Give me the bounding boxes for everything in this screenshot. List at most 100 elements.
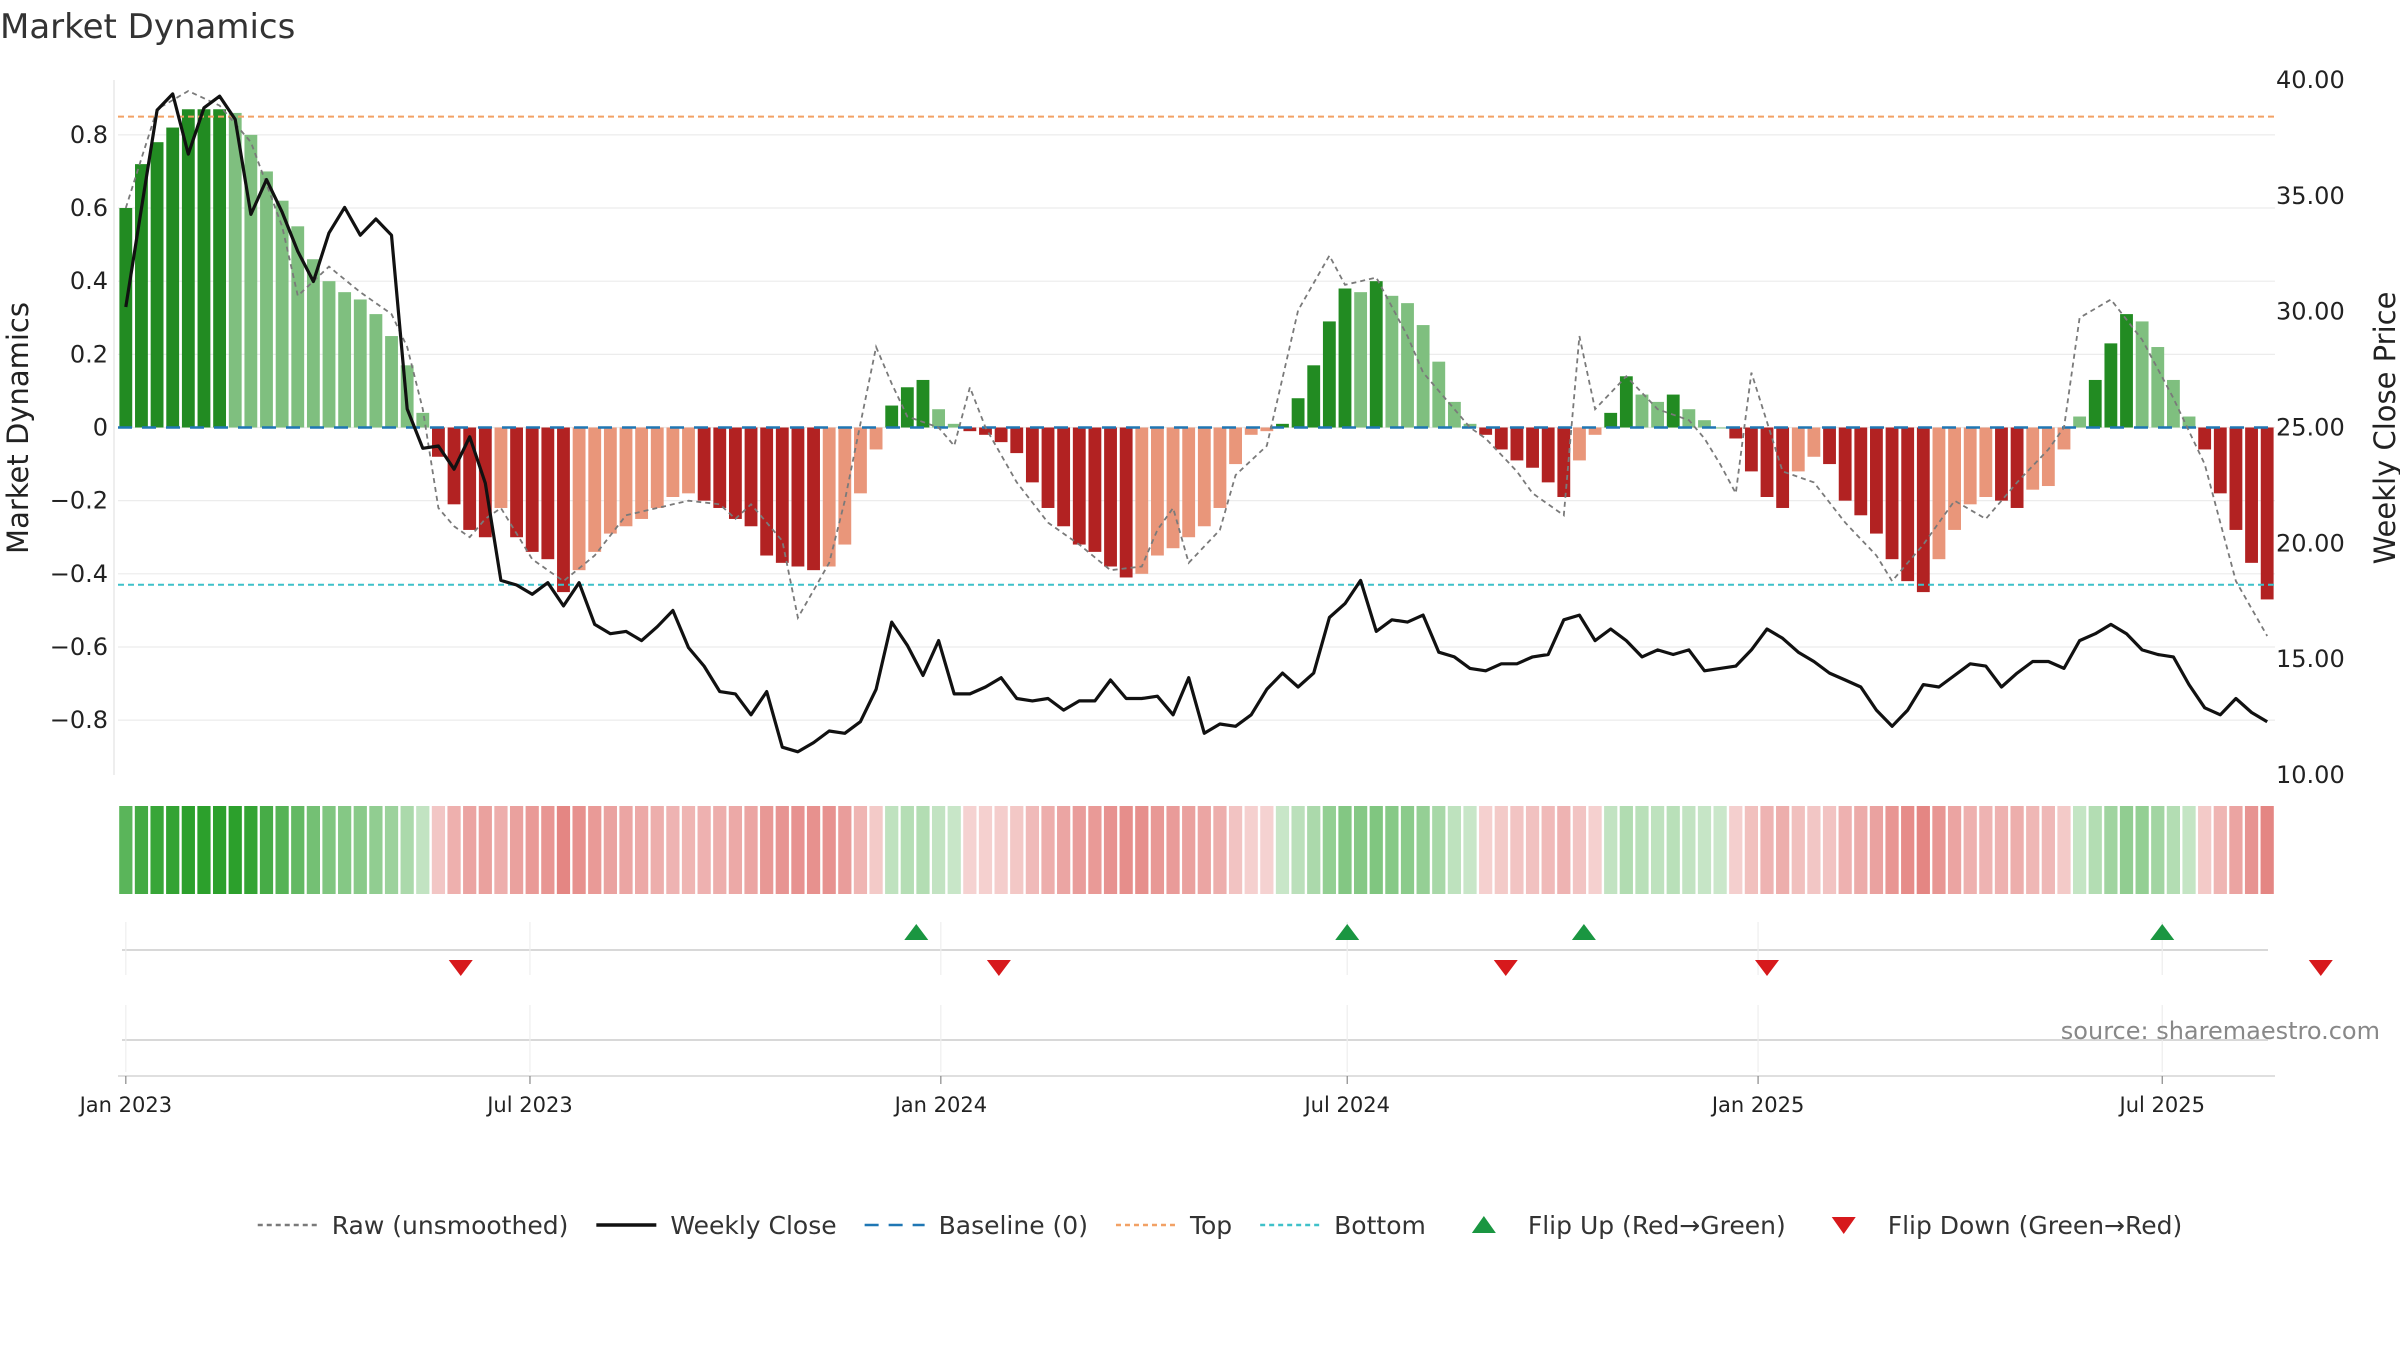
- band-cell: [556, 806, 571, 894]
- dynamics-bar: [150, 142, 164, 428]
- dynamics-bar: [744, 427, 758, 527]
- dynamics-bar: [228, 112, 242, 428]
- band-cell: [2198, 806, 2212, 894]
- dynamics-bar: [338, 292, 352, 428]
- band-cell: [197, 806, 211, 894]
- x-tick-label: Jul 2025: [2118, 1093, 2205, 1117]
- band-cell: [838, 806, 852, 894]
- dynamics-bar: [854, 427, 867, 494]
- dynamics-bar: [1291, 398, 1305, 428]
- band-cell: [869, 806, 883, 894]
- dynamics-bar: [1651, 401, 1665, 428]
- dynamics-bar: [635, 427, 649, 519]
- dynamics-bar: [1322, 321, 1336, 428]
- dynamics-bar: [1072, 427, 1086, 545]
- band-cell: [1885, 806, 1899, 894]
- dynamics-bar: [197, 109, 211, 428]
- band-cell: [1916, 806, 1930, 894]
- dynamics-bar: [369, 314, 383, 428]
- source-note: source: sharemaestro.com: [2061, 1017, 2380, 1045]
- dynamics-bar: [1213, 427, 1227, 508]
- y-axis-left: 0.8 0.6 0.4 0.2 0 −0.2 −0.4 −0.6 −0.8: [50, 121, 108, 734]
- dynamics-bar: [213, 109, 227, 428]
- y-tick-label: 0.4: [70, 267, 108, 295]
- band-cell: [2213, 806, 2227, 894]
- flip-down-marker: [1493, 960, 1518, 976]
- dynamics-bar: [1995, 427, 2008, 501]
- dynamics-bar: [1025, 427, 1039, 483]
- band-cell: [931, 806, 946, 894]
- band-cell: [588, 806, 602, 894]
- dynamics-bar: [1823, 427, 1836, 465]
- band-cell: [212, 806, 227, 894]
- band-cell: [1525, 806, 1540, 894]
- dynamics-bar: [1963, 427, 1977, 505]
- y2-tick-label: 25.00: [2276, 414, 2345, 442]
- dynamics-bar: [1666, 394, 1680, 428]
- dynamics-bar: [2135, 321, 2149, 428]
- dynamics-bar: [1057, 427, 1071, 527]
- band-cell: [916, 806, 930, 894]
- band-cell: [713, 806, 727, 894]
- band-cell: [134, 806, 149, 894]
- dynamics-bar: [1588, 427, 1602, 435]
- x-tick-label: Jan 2024: [893, 1093, 988, 1117]
- band-cell: [2041, 806, 2055, 894]
- band-cell: [338, 806, 352, 894]
- band-cell: [1650, 806, 1665, 894]
- band-cell: [1228, 806, 1243, 894]
- dynamics-bar: [775, 427, 789, 563]
- dynamics-bar: [1885, 427, 1899, 560]
- band-cell: [259, 806, 274, 894]
- dynamics-bar: [1276, 423, 1289, 428]
- band-cell: [1307, 806, 1321, 894]
- band-cell: [291, 806, 305, 894]
- y2-tick-label: 10.00: [2276, 761, 2345, 789]
- dynamics-bar: [1260, 427, 1274, 432]
- y2-tick-label: 40.00: [2276, 66, 2345, 94]
- band-cell: [1713, 806, 1727, 894]
- dynamics-bar: [1932, 427, 1946, 560]
- legend-symbol: [1471, 1216, 1496, 1233]
- dynamics-bar: [291, 226, 305, 428]
- dynamics-bar: [2166, 379, 2180, 428]
- dynamics-bar: [1713, 427, 1727, 429]
- band-cell: [2151, 806, 2165, 894]
- y-tick-label: 0.8: [70, 121, 108, 149]
- band-cell: [947, 806, 961, 894]
- band-cell: [1791, 806, 1805, 894]
- dynamics-bar: [2088, 379, 2102, 428]
- band-cell: [1354, 806, 1368, 894]
- band-cell: [2135, 806, 2149, 894]
- dynamics-bar: [2229, 427, 2243, 530]
- band-cell: [822, 806, 836, 894]
- dynamics-bar: [947, 423, 961, 428]
- band-cell: [1010, 806, 1024, 894]
- dynamics-bar: [682, 427, 695, 494]
- dynamics-bar: [588, 427, 602, 552]
- dynamics-bar: [1729, 427, 1743, 439]
- band-cell: [275, 806, 289, 894]
- band-cell: [1369, 806, 1383, 894]
- y2-tick-label: 15.00: [2276, 645, 2345, 673]
- chart-title: Market Dynamics: [0, 7, 295, 47]
- weekly-close-series: [124, 92, 2269, 754]
- legend-symbol: [1831, 1217, 1856, 1234]
- band-cell: [1244, 806, 1258, 894]
- band-cell: [1088, 806, 1102, 894]
- band-cell: [478, 806, 492, 894]
- x-axis: Jan 2023 Jul 2023 Jan 2024 Jul 2024 Jan 2025…: [78, 1076, 2205, 1117]
- band-cell: [1760, 806, 1774, 894]
- band-cell: [1776, 806, 1790, 894]
- dynamics-bar: [541, 427, 555, 560]
- dynamics-bar: [1979, 427, 1993, 497]
- band-cell: [603, 806, 617, 894]
- dynamics-bar: [1854, 427, 1868, 516]
- band-cell: [1729, 806, 1743, 894]
- band-cell: [2088, 806, 2102, 894]
- y-tick-label: −0.8: [50, 706, 108, 734]
- dynamics-bar: [1010, 427, 1024, 454]
- band-cell: [1572, 806, 1587, 894]
- band-cell: [1557, 806, 1571, 894]
- dynamics-bar: [900, 387, 914, 428]
